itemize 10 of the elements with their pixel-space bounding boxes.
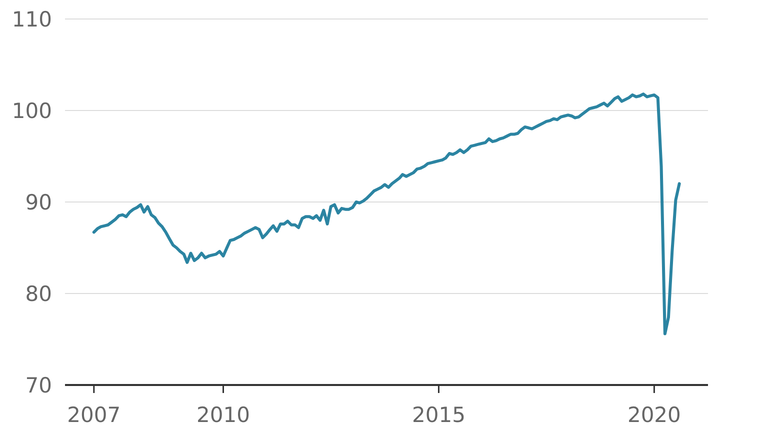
line-series (92, 92, 681, 336)
y-tick-label: 70 (25, 374, 52, 398)
y-tick-label: 90 (25, 190, 52, 215)
y-tick-label: 110 (12, 8, 52, 32)
y-tick-label: 100 (12, 99, 52, 124)
y-tick-label: 80 (25, 282, 52, 306)
x-tick-label: 2010 (196, 403, 250, 427)
x-tick-label: 2015 (412, 403, 466, 427)
x-tick-label: 2007 (67, 403, 121, 427)
x-tick-label: 2020 (627, 403, 681, 427)
